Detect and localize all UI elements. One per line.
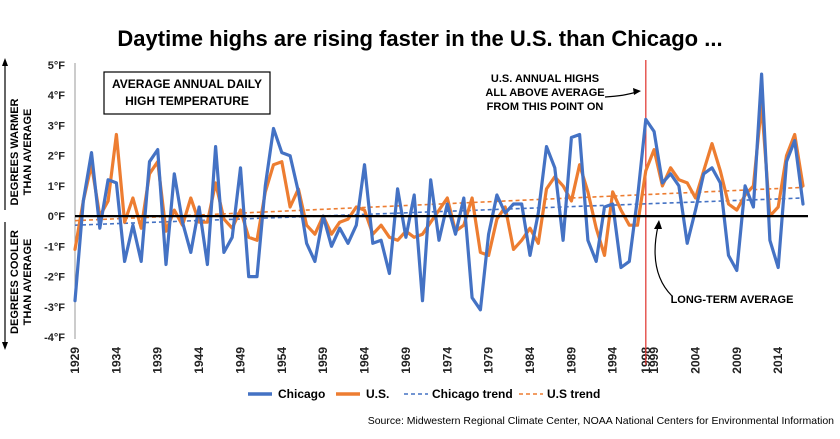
annotation-us-line1: U.S. ANNUAL HIGHS [491, 73, 599, 85]
annotation-us: U.S. ANNUAL HIGHS ALL ABOVE AVERAGE FROM… [485, 73, 641, 113]
annotation-avg-arrow [654, 225, 673, 297]
warm-arrowhead [2, 58, 8, 66]
chicago-series-line [73, 72, 805, 312]
x-tick-label: 1994 [606, 347, 620, 374]
y-tick-label: 5°F [48, 60, 66, 72]
box-label-line2: HIGH TEMPERATURE [125, 94, 249, 108]
series-box: AVERAGE ANNUAL DAILY HIGH TEMPERATURE [103, 71, 271, 115]
x-tick-label: 1969 [399, 347, 413, 374]
x-tick-label: 2009 [730, 347, 744, 374]
x-tick-label: 2004 [688, 347, 702, 374]
box-label-line1: AVERAGE ANNUAL DAILY [112, 77, 262, 91]
x-tick-label: 1934 [109, 347, 123, 374]
y-tick-label: -2°F [44, 272, 65, 284]
x-tick-label: 2014 [771, 347, 785, 374]
y-tick-label: 2°F [48, 151, 66, 163]
x-tick-label: 1974 [440, 347, 454, 374]
x-tick-label: 1989 [564, 347, 578, 374]
annotation-avg: LONG-TERM AVERAGE [654, 220, 793, 306]
legend-chicago-label: Chicago [278, 387, 325, 401]
y-tick-label: -3°F [44, 302, 65, 314]
x-tick-label: 1999 [647, 347, 661, 374]
legend-chicago-trend-label: Chicago trend [432, 387, 513, 401]
annotation-us-line3: FROM THIS POINT ON [487, 101, 604, 113]
ylabel-warm-line2: THAN AVERAGE [22, 109, 34, 196]
x-tick-label: 1964 [358, 347, 372, 374]
y-axis-ticks: 5°F 4°F 3°F 2°F 1°F 0°F -1°F -2°F -3°F -4°F [44, 60, 65, 344]
x-tick-label: 1954 [275, 347, 289, 374]
x-tick-label: 1944 [192, 347, 206, 374]
ylabel-cool-line1: DEGREES COOLER [9, 230, 21, 334]
y-tick-label: 4°F [48, 90, 66, 102]
annotation-us-arrow [604, 91, 637, 98]
x-tick-label: 1979 [482, 347, 496, 374]
x-tick-label: 1929 [68, 347, 82, 374]
series-box-frame [103, 71, 271, 115]
annotation-us-line2: ALL ABOVE AVERAGE [485, 87, 604, 99]
side-labels: DEGREES WARMER THAN AVERAGE DEGREES COOL… [2, 58, 34, 350]
x-tick-label: 1939 [151, 347, 165, 374]
ylabel-warm-line1: DEGREES WARMER [9, 98, 21, 205]
cool-arrowhead [2, 342, 8, 350]
legend-us-label: U.S. [366, 387, 389, 401]
plot-area [73, 60, 808, 365]
legend: Chicago U.S. Chicago trend U.S trend [248, 387, 600, 401]
ylabel-cool-line2: THAN AVERAGE [22, 239, 34, 326]
annotation-avg-arrowhead [654, 220, 662, 229]
x-tick-label: 1984 [523, 347, 537, 374]
chart-title: Daytime highs are rising faster in the U… [117, 26, 722, 51]
x-tick-label: 1949 [233, 347, 247, 374]
legend-us-trend-label: U.S trend [547, 387, 600, 401]
annotation-us-arrowhead [633, 88, 641, 95]
y-tick-label: -4°F [44, 332, 65, 344]
y-tick-label: 1°F [48, 181, 66, 193]
x-tick-label: 1959 [316, 347, 330, 374]
x-axis-ticks: 1929 1934 1939 1944 1949 1954 1959 1964 1969 1974… [68, 347, 785, 374]
y-tick-label: 3°F [48, 120, 66, 132]
annotation-avg-text: LONG-TERM AVERAGE [671, 294, 794, 306]
source-note: Source: Midwestern Regional Climate Cent… [368, 415, 834, 427]
y-tick-label: 0°F [48, 211, 66, 223]
y-tick-label: -1°F [44, 241, 65, 253]
